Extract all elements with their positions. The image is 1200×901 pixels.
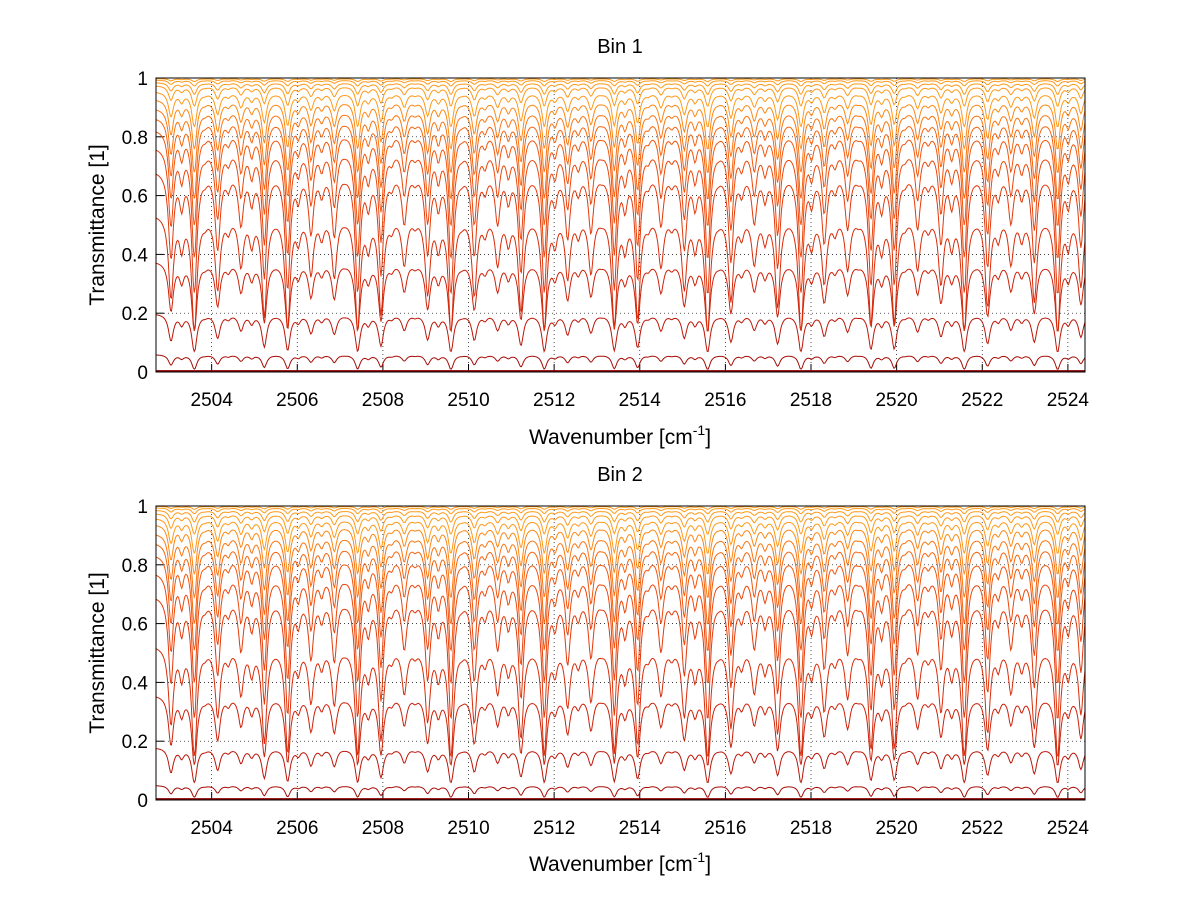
x-tick-label: 2518 bbox=[790, 818, 832, 839]
y-tick-label: 1 bbox=[137, 69, 148, 90]
series-line bbox=[155, 696, 1086, 767]
y-tick-labels: 0 0.2 0.4 0.6 0.8 1 bbox=[122, 497, 149, 812]
x-tick-label: 2514 bbox=[619, 390, 662, 411]
y-tick-label: 0.8 bbox=[122, 556, 148, 577]
y-tick-label: 0.6 bbox=[122, 187, 148, 208]
x-tick-label: 2514 bbox=[619, 818, 662, 839]
x-axis-label: Wavenumber [cm-1] bbox=[529, 849, 711, 876]
y-tick-label: 0 bbox=[137, 791, 148, 812]
chart-panel-bin-1: Bin 1 2504 2506 2508 2510 2512 2514 2516 2518 25… bbox=[86, 36, 1089, 449]
x-tick-label: 2522 bbox=[961, 390, 1003, 411]
y-tick-label: 0 bbox=[137, 363, 148, 384]
series-line bbox=[156, 510, 1086, 523]
series-line bbox=[155, 173, 1086, 295]
y-tick-label: 0.2 bbox=[122, 732, 148, 753]
y-tick-labels: 0 0.2 0.4 0.6 0.8 1 bbox=[122, 69, 149, 384]
x-tick-labels: 2504 2506 2508 2510 2512 2514 2516 2518 2520 2522… bbox=[191, 390, 1090, 411]
series-line bbox=[155, 556, 1086, 652]
x-tick-label: 2522 bbox=[961, 818, 1003, 839]
series-line bbox=[155, 525, 1086, 576]
series-line bbox=[155, 574, 1086, 685]
series-line bbox=[156, 505, 1086, 510]
x-tick-label: 2508 bbox=[362, 818, 404, 839]
x-tick-label: 2510 bbox=[447, 390, 489, 411]
x-tick-label: 2524 bbox=[1047, 390, 1090, 411]
x-tick-label: 2516 bbox=[704, 818, 746, 839]
series-line bbox=[155, 85, 1086, 107]
x-tick-label: 2508 bbox=[362, 390, 404, 411]
y-tick-label: 0.2 bbox=[122, 304, 148, 325]
chart-title: Bin 2 bbox=[597, 464, 643, 486]
series-line bbox=[156, 354, 1086, 370]
y-axis-label: Transmittance [1] bbox=[86, 144, 109, 305]
y-axis-label: Transmittance [1] bbox=[86, 572, 109, 733]
y-tick-label: 1 bbox=[137, 497, 148, 518]
x-tick-labels: 2504 2506 2508 2510 2512 2514 2516 2518 2520 2522… bbox=[191, 818, 1090, 839]
series-line bbox=[155, 100, 1086, 151]
series-line bbox=[155, 513, 1086, 535]
series-line bbox=[155, 534, 1086, 600]
x-tick-label: 2524 bbox=[1047, 818, 1090, 839]
series-line bbox=[155, 92, 1086, 129]
series-line bbox=[155, 262, 1086, 333]
x-tick-label: 2512 bbox=[533, 390, 575, 411]
x-tick-label: 2504 bbox=[191, 390, 234, 411]
series-group bbox=[155, 505, 1086, 801]
x-tick-label: 2520 bbox=[875, 818, 917, 839]
series-group bbox=[155, 78, 1086, 373]
x-tick-label: 2520 bbox=[875, 390, 917, 411]
series-line bbox=[156, 79, 1086, 87]
series-line bbox=[156, 82, 1086, 95]
series-line bbox=[155, 544, 1086, 625]
x-axis-label: Wavenumber [cm-1] bbox=[529, 422, 711, 449]
x-tick-label: 2506 bbox=[276, 390, 318, 411]
x-tick-label: 2504 bbox=[191, 818, 234, 839]
y-tick-label: 0.8 bbox=[122, 128, 148, 149]
series-line bbox=[155, 648, 1086, 758]
x-tick-label: 2512 bbox=[533, 818, 575, 839]
series-line bbox=[155, 119, 1086, 200]
series-line bbox=[156, 785, 1086, 798]
y-tick-label: 0.4 bbox=[122, 245, 149, 266]
series-line bbox=[156, 507, 1086, 515]
series-line bbox=[155, 109, 1086, 174]
series-line bbox=[155, 314, 1086, 353]
plot-area-frame bbox=[155, 505, 1086, 801]
y-tick-label: 0.6 bbox=[122, 615, 148, 636]
series-line bbox=[155, 748, 1086, 784]
series-line bbox=[156, 78, 1086, 83]
x-tick-label: 2518 bbox=[790, 390, 832, 411]
series-line bbox=[155, 217, 1086, 333]
series-line bbox=[155, 131, 1086, 227]
chart-panel-bin-2: Bin 2 2504 2506 2508 2510 2512 2514 2516 2518 25… bbox=[86, 464, 1089, 876]
series-line bbox=[155, 598, 1086, 720]
chart-title: Bin 1 bbox=[597, 36, 643, 58]
series-line bbox=[155, 149, 1086, 259]
x-tick-label: 2516 bbox=[704, 390, 746, 411]
series-line bbox=[155, 518, 1086, 555]
plot-area-frame bbox=[155, 77, 1086, 373]
x-tick-label: 2506 bbox=[276, 818, 318, 839]
y-tick-label: 0.4 bbox=[122, 673, 149, 694]
x-tick-label: 2510 bbox=[447, 818, 489, 839]
